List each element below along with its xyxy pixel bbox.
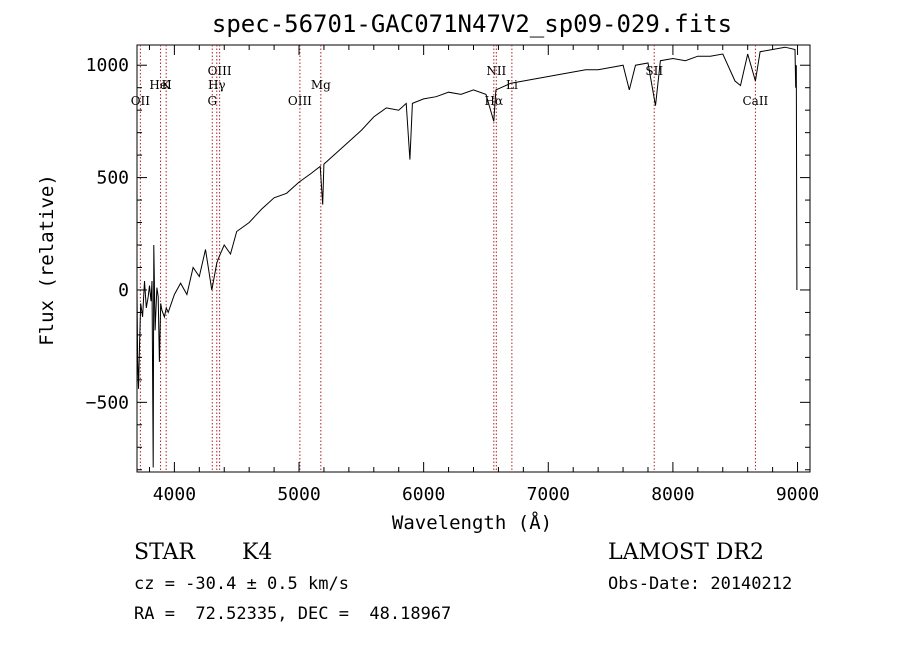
- y-axis-label: Flux (relative): [36, 174, 58, 346]
- line-marker-label: Hγ: [208, 78, 226, 92]
- y-tick-label: 0: [118, 280, 129, 301]
- line-marker-label: HeI: [149, 78, 172, 92]
- spectrum-series: [136, 46, 798, 468]
- line-marker-label: OII: [131, 94, 151, 108]
- line-marker-label: NII: [486, 64, 506, 78]
- plot-frame: [136, 44, 811, 473]
- x-axis-label: Wavelength (Å): [392, 511, 552, 534]
- x-tick-label: 7000: [527, 484, 570, 505]
- spectral-subclass: K4: [242, 540, 273, 565]
- plot-border: [136, 44, 811, 473]
- line-marker-label: Hα: [485, 94, 504, 108]
- line-marker-label: OIII: [288, 94, 312, 108]
- y-tick-label: −500: [86, 392, 129, 413]
- x-tick-label: 5000: [277, 484, 320, 505]
- line-marker-label: G: [207, 94, 217, 108]
- line-marker-label: Mg: [311, 78, 331, 92]
- spectrum-line-0: [136, 46, 798, 468]
- object-class: STAR: [134, 540, 195, 565]
- survey-name: LAMOST DR2: [608, 540, 764, 565]
- line-marker-label: K: [162, 78, 172, 92]
- x-tick-label: 9000: [776, 484, 819, 505]
- x-tick-label: 8000: [651, 484, 694, 505]
- chart-title: spec-56701-GAC071N47V2_sp09-029.fits: [212, 10, 732, 38]
- y-axis: −500 0 500 1000: [86, 55, 810, 471]
- y-tick-label: 1000: [86, 55, 129, 76]
- x-tick-label: 4000: [153, 484, 196, 505]
- line-marker-label: OIII: [208, 64, 232, 78]
- x-axis: 4000 5000 6000 7000 8000 9000: [148, 45, 819, 505]
- x-tick-label: 6000: [402, 484, 445, 505]
- coordinates: RA = 72.52335, DEC = 48.18967: [134, 604, 452, 624]
- spectrum-chart: spec-56701-GAC071N47V2_sp09-029.fits OII…: [36, 10, 819, 534]
- observation-date: Obs-Date: 20140212: [608, 574, 793, 594]
- y-tick-label: 500: [96, 168, 129, 189]
- redshift-value: cz = -30.4 ± 0.5 km/s: [134, 574, 349, 594]
- line-marker-label: CaII: [742, 94, 768, 108]
- line-marker-label: Li: [506, 78, 518, 92]
